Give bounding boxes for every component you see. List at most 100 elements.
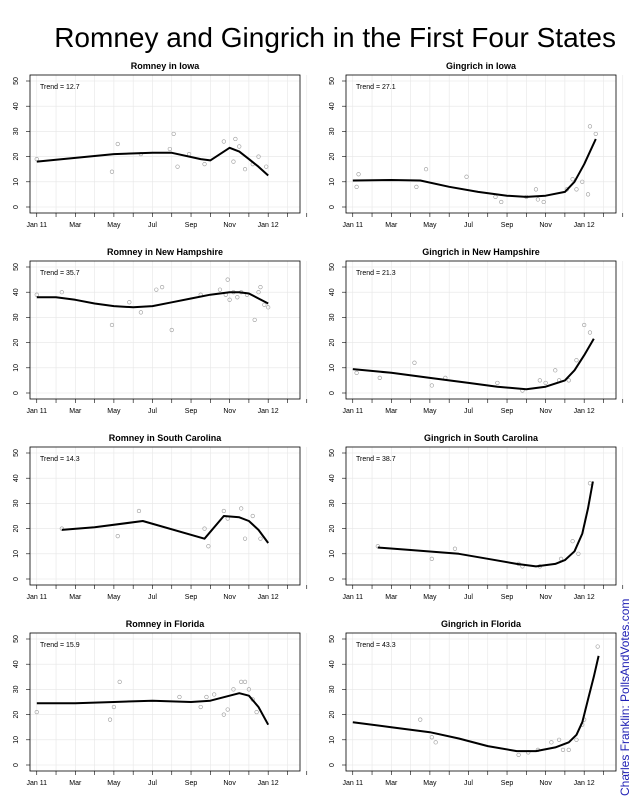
- plot-frame: [345, 446, 617, 586]
- poll-point: [429, 556, 434, 561]
- x-tick-label: May: [423, 594, 437, 601]
- y-tick-label: 30: [329, 499, 336, 507]
- plot-frame: [345, 260, 617, 400]
- y-tick-label: 30: [329, 685, 336, 693]
- x-tick-label: Nov: [539, 780, 552, 787]
- chart-title: Gingrich in New Hampshire: [422, 247, 540, 257]
- poll-point: [356, 172, 361, 177]
- trend-label: Trend = 35.7: [40, 270, 80, 277]
- x-tick-label: Jan 11: [343, 222, 364, 229]
- x-tick-label: Nov: [539, 594, 552, 601]
- page-title: Romney and Gingrich in the First Four St…: [54, 22, 616, 53]
- x-tick-label: Jul: [464, 780, 473, 787]
- poll-point: [242, 536, 248, 541]
- poll-point: [242, 679, 248, 684]
- poll-point: [235, 295, 240, 300]
- x-tick-label: Jan 11: [27, 594, 48, 601]
- y-tick-label: 0: [329, 391, 336, 395]
- plot-frame: [29, 74, 301, 214]
- poll-point: [115, 141, 120, 147]
- x-tick-label: Mar: [69, 222, 82, 229]
- x-tick-label: Jan 12: [258, 594, 279, 601]
- x-tick-label: Jul: [148, 222, 157, 229]
- poll-point: [412, 360, 417, 365]
- poll-point: [516, 752, 521, 758]
- poll-point: [175, 164, 180, 169]
- y-tick-label: 50: [13, 635, 20, 643]
- y-tick-label: 30: [329, 127, 336, 135]
- poll-point: [377, 375, 382, 380]
- x-tick-label: Sep: [501, 594, 514, 601]
- chart-panel-7: Gingrich in Florida 0 10 20 30 40 50 Jan 11 Mar M…: [329, 619, 624, 787]
- y-tick-label: 20: [13, 339, 20, 347]
- poll-point: [574, 737, 579, 742]
- poll-point: [262, 302, 267, 307]
- y-tick-label: 20: [13, 711, 20, 719]
- x-tick-label: Sep: [501, 222, 514, 229]
- x-tick-label: Jul: [148, 594, 157, 601]
- plot-frame: [29, 446, 301, 586]
- poll-point: [225, 707, 230, 712]
- x-tick-label: May: [107, 408, 121, 415]
- chart-panel-4: Romney in South Carolina 0 10 20 30 40 50 Jan 1…: [13, 433, 308, 601]
- plot-frame: [345, 632, 617, 772]
- poll-point: [258, 536, 263, 541]
- poll-point: [109, 169, 115, 174]
- poll-point: [593, 131, 598, 137]
- x-tick-label: Jul: [148, 780, 157, 787]
- trend-label: Trend = 14.3: [40, 456, 80, 463]
- x-tick-label: Jan 11: [343, 594, 364, 601]
- x-tick-label: Mar: [69, 594, 82, 601]
- poll-point: [585, 192, 591, 197]
- x-tick-label: Jan 11: [343, 780, 364, 787]
- chart-title: Romney in South Carolina: [109, 433, 223, 443]
- x-tick-label: Sep: [185, 594, 198, 601]
- chart-panel-0: Romney in Iowa 0 10 20 30 40 50 Jan 11 Mar May Jul…: [13, 61, 308, 229]
- x-tick-label: Jan 12: [574, 222, 595, 229]
- y-tick-label: 40: [13, 102, 20, 110]
- chart-panel-5: Gingrich in South Carolina 0 10 20 30 40 50 Jan…: [329, 433, 624, 601]
- y-tick-label: 50: [329, 77, 336, 85]
- chart-title: Gingrich in South Carolina: [424, 433, 539, 443]
- poll-point: [202, 162, 207, 167]
- poll-point: [246, 687, 251, 692]
- y-tick-label: 0: [13, 577, 20, 581]
- x-tick-label: Jan 12: [258, 408, 279, 415]
- y-tick-label: 20: [13, 525, 20, 533]
- poll-point: [354, 184, 359, 189]
- x-tick-label: Jan 12: [258, 780, 279, 787]
- poll-point: [537, 378, 542, 383]
- poll-point: [587, 124, 593, 129]
- y-tick-label: 10: [329, 364, 336, 372]
- poll-point: [570, 539, 575, 544]
- x-tick-label: Mar: [385, 594, 398, 601]
- x-tick-label: May: [107, 780, 121, 787]
- poll-point: [252, 317, 257, 323]
- trend-line: [61, 515, 270, 544]
- trend-line: [352, 138, 597, 198]
- poll-point: [553, 368, 558, 373]
- poll-point: [587, 481, 593, 486]
- chart-panel-6: Romney in Florida 0 10 20 30 40 50 Jan 11 Mar May…: [13, 619, 308, 787]
- trend-line: [352, 338, 595, 391]
- y-tick-label: 40: [329, 102, 336, 110]
- poll-point: [582, 322, 587, 328]
- chart-title: Romney in Florida: [126, 619, 206, 629]
- poll-point: [493, 194, 498, 200]
- poll-point: [549, 740, 554, 745]
- poll-point: [171, 131, 176, 137]
- chart-panel-1: Gingrich in Iowa 0 10 20 30 40 50 Jan 11 Mar May J…: [329, 61, 624, 229]
- y-tick-label: 30: [13, 499, 20, 507]
- trend-line: [36, 146, 269, 177]
- y-tick-label: 40: [329, 288, 336, 296]
- poll-point: [127, 300, 132, 305]
- poll-point: [217, 287, 223, 292]
- poll-point: [202, 526, 207, 531]
- y-tick-label: 0: [13, 391, 20, 395]
- x-tick-label: Sep: [185, 222, 198, 229]
- x-tick-label: Jan 12: [258, 222, 279, 229]
- chart-title: Romney in Iowa: [131, 61, 201, 71]
- y-tick-label: 50: [329, 635, 336, 643]
- y-tick-label: 50: [329, 449, 336, 457]
- y-tick-label: 50: [13, 77, 20, 85]
